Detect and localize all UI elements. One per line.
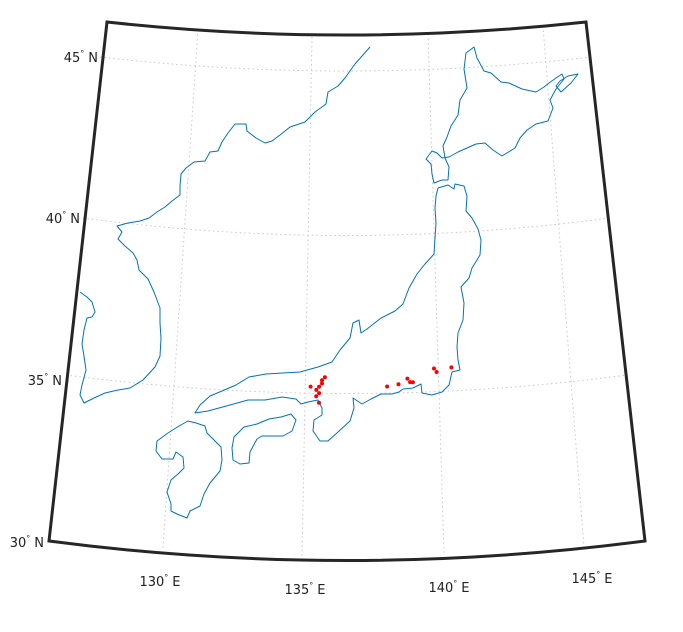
point-marker [317, 400, 321, 405]
point-marker [434, 370, 439, 374]
map-frame-background [49, 22, 645, 561]
graticule [65, 25, 628, 557]
lat-label-40n: 40° N [46, 210, 80, 227]
point-marker [317, 391, 322, 396]
lon-label-130e: 130° E [139, 573, 180, 590]
point-markers [308, 365, 454, 405]
coastlines [79, 46, 579, 519]
point-marker [410, 380, 415, 385]
point-marker [314, 387, 319, 392]
meridian-140e [427, 33, 445, 555]
point-marker [320, 378, 324, 383]
point-marker [320, 381, 324, 386]
parallel-40n [82, 217, 611, 236]
point-marker [322, 375, 327, 380]
meridian-145e [542, 25, 585, 548]
coastline-hokkaido [425, 46, 565, 184]
parallel-45n [99, 56, 593, 72]
meridian-130e [162, 29, 199, 549]
point-marker [385, 384, 390, 389]
lat-label-30n: 30° N [10, 534, 44, 551]
coastline-sakhalin-tip [555, 73, 579, 93]
coastline-mainland-asia [79, 46, 371, 404]
meridian-135e [301, 36, 313, 557]
point-marker [308, 384, 313, 389]
point-marker [432, 366, 436, 371]
point-marker [449, 365, 454, 370]
coastline-kyushu [155, 420, 223, 519]
latitude-labels: 45° N 40° N 35° N 30° N [10, 49, 98, 551]
coastline-shikoku [231, 413, 297, 465]
lon-label-140e: 140° E [428, 579, 469, 596]
longitude-labels: 130° E 135° E 140° E 145° E [139, 570, 612, 598]
point-marker [405, 376, 410, 381]
point-marker [314, 394, 319, 399]
lat-label-35n: 35° N [28, 372, 62, 389]
coastline-honshu-west [194, 183, 482, 442]
point-marker [317, 384, 322, 389]
lat-label-45n: 45° N [64, 49, 98, 66]
lon-label-145e: 145° E [571, 570, 612, 587]
map-frame [47, 20, 647, 562]
point-marker [396, 382, 401, 387]
lon-label-135e: 135° E [284, 581, 325, 598]
